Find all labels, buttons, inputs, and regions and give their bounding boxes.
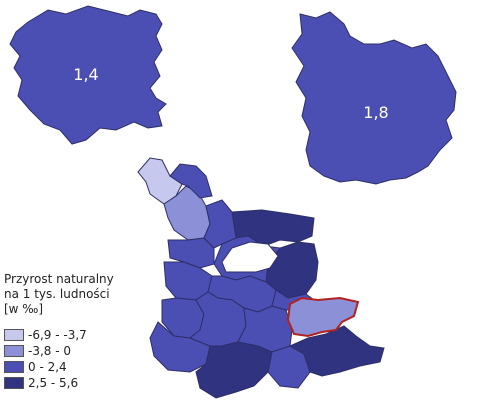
district-1[interactable] [137,157,183,205]
district-3[interactable] [169,163,213,199]
legend-label: -3,8 - 0 [28,344,72,358]
legend: Przyrost naturalny na 1 tys. ludności [w… [4,272,114,391]
highlighted-district[interactable] [286,296,360,338]
district-cluster [137,157,385,399]
legend-title-line2: na 1 tys. ludności [4,287,110,301]
region-left[interactable] [9,5,167,145]
city-hole [221,241,279,273]
region-right-value: 1,8 [363,103,388,122]
legend-label: -6,9 - -3,7 [28,328,87,342]
legend-item: -3,8 - 0 [4,343,114,359]
region-left-value: 1,4 [73,65,98,84]
district-17[interactable] [288,325,385,377]
district-12[interactable] [149,321,211,373]
legend-item: -6,9 - -3,7 [4,327,114,343]
legend-title-line3: [w ‰] [4,302,44,316]
legend-swatch [4,345,24,357]
region-right[interactable] [291,11,457,185]
legend-swatch [4,329,24,341]
legend-item: 2,5 - 5,6 [4,375,114,391]
legend-swatch [4,361,24,373]
legend-item: 0 - 2,4 [4,359,114,375]
legend-title-line1: Przyrost naturalny [4,272,114,286]
legend-swatch [4,377,24,389]
legend-items: -6,9 - -3,7 -3,8 - 0 0 - 2,4 2,5 - 5,6 [4,327,114,391]
legend-label: 0 - 2,4 [28,360,67,374]
legend-label: 2,5 - 5,6 [28,376,79,390]
